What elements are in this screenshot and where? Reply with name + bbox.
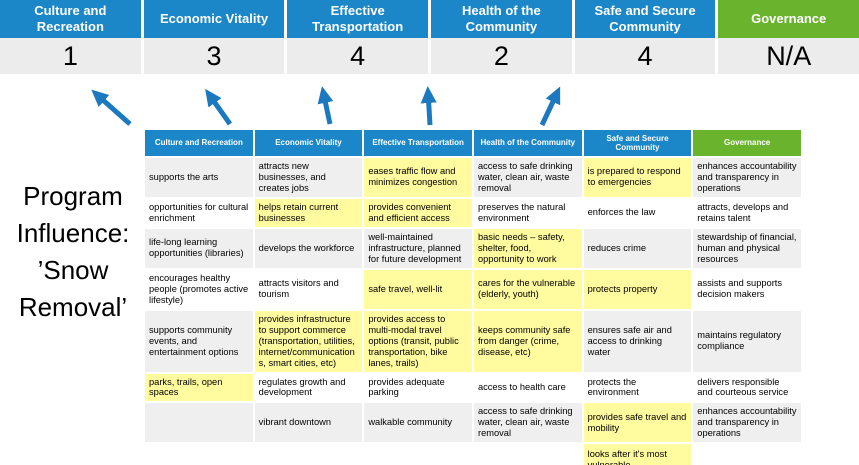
matrix-cell	[252, 442, 365, 465]
matrix-header: Governance	[691, 128, 803, 158]
matrix-cell: provides convenient and efficient access	[362, 196, 474, 229]
matrix-cell: provides infrastructure to support comme…	[252, 308, 365, 374]
matrix-cell: attracts, develops and retains talent	[691, 196, 803, 229]
matrix-row: supports community events, and entertain…	[143, 308, 803, 374]
scoreboard-column: Economic Vitality 3	[143, 0, 288, 74]
scoreboard-column: Health of the Community 2	[431, 0, 575, 74]
matrix-cell	[143, 401, 255, 445]
matrix-cell: walkable community	[362, 401, 474, 445]
matrix-cell: preserves the natural environment	[471, 196, 584, 229]
matrix-cell: maintains regulatory compliance	[691, 308, 803, 374]
scoreboard-header: Governance	[718, 0, 859, 38]
scoreboard: Culture and Recreation 1 Economic Vitali…	[0, 0, 859, 74]
influence-arrow	[205, 88, 233, 126]
matrix-row: encourages healthy people (promotes acti…	[143, 267, 803, 311]
matrix-cell: encourages healthy people (promotes acti…	[143, 267, 255, 311]
influence-arrow	[317, 86, 334, 125]
matrix-cell: life-long learning opportunities (librar…	[143, 226, 255, 270]
scoreboard-header: Safe and Secure Community	[574, 0, 716, 38]
matrix-header: Culture and Recreation	[143, 128, 255, 158]
matrix-cell: enforces the law	[581, 196, 694, 229]
matrix-cell: provides access to multi-modal travel op…	[362, 308, 474, 374]
scoreboard-score: 4	[574, 38, 716, 74]
matrix-row: looks after it's most vulnerable	[143, 442, 803, 465]
matrix-cell: attracts new businesses, and creates job…	[252, 156, 365, 199]
scoreboard-header: Effective Transportation	[287, 0, 429, 38]
matrix-cell	[362, 442, 474, 465]
matrix-cell: enhances accountability and transparency…	[691, 401, 803, 445]
matrix-cell: vibrant downtown	[252, 401, 365, 445]
scoreboard-score: 1	[0, 38, 141, 74]
matrix-cell: assists and supports decision makers	[691, 267, 803, 311]
scoreboard-column: Safe and Secure Community 4	[574, 0, 719, 74]
influence-arrows	[91, 86, 561, 127]
scoreboard-score: 2	[431, 38, 572, 74]
matrix-cell: reduces crime	[581, 226, 694, 270]
matrix-cell: access to safe drinking water, clean air…	[471, 156, 584, 199]
matrix-cell: ensures safe air and access to drinking …	[581, 308, 694, 374]
influence-matrix: Culture and Recreation Economic Vitality E…	[143, 128, 803, 465]
matrix-row: supports the arts attracts new businesses…	[143, 156, 803, 199]
matrix-cell: stewardship of financial, human and phys…	[691, 226, 803, 270]
matrix-row: parks, trails, open spaces regulates grow…	[143, 371, 803, 404]
matrix-cell: attracts visitors and tourism	[252, 267, 365, 311]
matrix-cell: protects the environment	[581, 371, 694, 404]
scoreboard-score: 3	[143, 38, 285, 74]
matrix-cell: enhances accountability and transparency…	[691, 156, 803, 199]
matrix-row: opportunities for cultural enrichment hel…	[143, 196, 803, 229]
scoreboard-header: Culture and Recreation	[0, 0, 141, 38]
matrix-cell: provides safe travel and mobility	[581, 401, 694, 445]
matrix-cell: cares for the vulnerable (elderly, youth…	[471, 267, 584, 311]
matrix-cell: regulates growth and development	[252, 371, 365, 404]
scoreboard-header: Economic Vitality	[143, 0, 285, 38]
matrix-cell: keeps community safe from danger (crime,…	[471, 308, 584, 374]
program-influence-label: Program Influence: ’Snow Removal’	[16, 181, 130, 322]
matrix-cell: access to health care	[471, 371, 584, 404]
matrix-cell: helps retain current businesses	[252, 196, 365, 229]
matrix-cell: parks, trails, open spaces	[143, 371, 255, 404]
matrix-header: Economic Vitality	[252, 128, 365, 158]
matrix-header: Health of the Community	[471, 128, 584, 158]
matrix-cell: delivers responsible and courteous servi…	[691, 371, 803, 404]
matrix-cell: provides adequate parking	[362, 371, 474, 404]
scoreboard-column: Effective Transportation 4	[287, 0, 432, 74]
matrix-header: Effective Transportation	[362, 128, 474, 158]
scoreboard-score: N/A	[718, 38, 859, 74]
matrix-cell: eases traffic flow and minimizes congest…	[362, 156, 474, 199]
matrix-cell: supports the arts	[143, 156, 255, 199]
scoreboard-header: Health of the Community	[431, 0, 572, 38]
influence-arrow	[420, 86, 437, 126]
matrix-cell: safe travel, well-lit	[362, 267, 474, 311]
matrix-header: Safe and Secure Community	[581, 128, 694, 158]
scoreboard-column: Culture and Recreation 1	[0, 0, 144, 74]
matrix-cell: well-maintained infrastructure, planned …	[362, 226, 474, 270]
scoreboard-score: 4	[287, 38, 429, 74]
matrix-cell: opportunities for cultural enrichment	[143, 196, 255, 229]
matrix-cell: develops the workforce	[252, 226, 365, 270]
matrix-cell: protects property	[581, 267, 694, 311]
influence-arrow	[539, 86, 561, 127]
matrix-cell	[471, 442, 584, 465]
matrix-cell: supports community events, and entertain…	[143, 308, 255, 374]
matrix-cell	[691, 442, 803, 465]
matrix-cell: is prepared to respond to emergencies	[581, 156, 694, 199]
influence-arrow	[91, 89, 132, 126]
scoreboard-column: Governance N/A	[718, 0, 859, 74]
matrix-cell: basic needs – safety, shelter, food, opp…	[471, 226, 584, 270]
matrix-cell	[143, 442, 255, 465]
matrix-row: life-long learning opportunities (librar…	[143, 226, 803, 270]
matrix-cell: looks after it's most vulnerable	[581, 442, 694, 465]
matrix-row: vibrant downtown walkable community access…	[143, 401, 803, 445]
matrix-cell: access to safe drinking water, clean air…	[471, 401, 584, 445]
